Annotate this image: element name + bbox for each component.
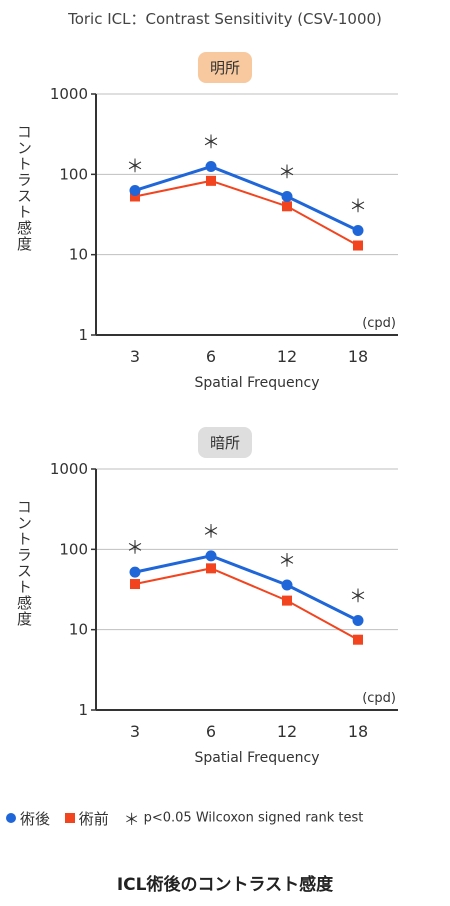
unit-label: (cpd): [362, 691, 396, 706]
y-tick-label: 1: [78, 701, 88, 719]
chart-svg-bright: 1 10 100 1000 3 6 12 18 Spatial Frequency (cpd) ＊ ＊…: [50, 85, 398, 391]
chart-svg-dark: 1 10 100 1000 3 6 12 18 Spatial Frequency (cpd) ＊ ＊…: [50, 460, 398, 766]
x-axis-label: Spatial Frequency: [195, 750, 320, 766]
y-tick-label: 10: [69, 246, 88, 264]
y-tick-label: 100: [59, 540, 88, 558]
significance-marker: ＊: [349, 196, 367, 217]
x-axis-label: Spatial Frequency: [195, 375, 320, 391]
condition-label-dark: 暗所: [197, 427, 253, 458]
legend: 術後 術前 ＊ p<0.05 Wilcoxon signed rank test: [6, 806, 450, 830]
significance-marker: ＊: [278, 551, 296, 572]
unit-label: (cpd): [362, 316, 396, 331]
data-point-pre: [206, 563, 216, 574]
significance-marker: ＊: [278, 162, 296, 183]
significance-marker: ＊: [202, 522, 220, 543]
x-tick-label: 18: [348, 722, 368, 741]
data-point-pre: [130, 579, 140, 590]
y-tick-label: 1000: [50, 85, 88, 103]
y-tick-label: 1000: [50, 460, 88, 478]
data-point-pre: [353, 634, 363, 645]
significance-marker: ＊: [126, 156, 144, 177]
significance-marker: ＊: [349, 587, 367, 608]
data-point-post: [281, 190, 293, 202]
data-point-pre: [206, 175, 216, 186]
x-tick-label: 6: [206, 722, 216, 741]
y-axis-label-dark: コントラスト感度: [15, 499, 33, 627]
data-point-pre: [130, 191, 140, 202]
data-point-pre: [282, 201, 292, 212]
significance-marker: ＊: [202, 133, 220, 154]
series-line-pre: [134, 567, 359, 641]
chart-panel-dark: 1 10 100 1000 3 6 12 18 Spatial Frequency (cpd) ＊ ＊…: [0, 415, 450, 775]
y-tick-label: 100: [59, 165, 88, 183]
series-line-pre: [134, 179, 359, 247]
series-line-post: [134, 554, 359, 622]
asterisk-icon: ＊: [123, 810, 140, 829]
data-point-post: [129, 566, 141, 578]
x-tick-label: 6: [206, 347, 216, 366]
x-tick-label: 12: [277, 347, 297, 366]
data-point-post: [352, 224, 364, 236]
chart-panel-bright: 1 10 100 1000 3 6 12 18 Spatial Frequency (cpd) ＊ ＊…: [0, 40, 450, 400]
y-tick-label: 10: [69, 621, 88, 639]
data-point-post: [205, 550, 217, 562]
condition-label-bright: 明所: [197, 52, 253, 83]
x-tick-label: 3: [130, 722, 140, 741]
legend-label-post: 術後: [20, 809, 51, 828]
legend-item-post: 術後: [6, 808, 50, 829]
data-point-pre: [282, 595, 292, 606]
data-point-post: [281, 579, 293, 591]
data-point-post: [129, 184, 141, 196]
square-marker-icon: [64, 813, 75, 823]
data-point-pre: [353, 240, 363, 251]
y-axis-label-bright: コントラスト感度: [15, 124, 33, 252]
x-tick-label: 12: [277, 722, 297, 741]
x-tick-label: 18: [348, 347, 368, 366]
data-point-post: [352, 615, 364, 627]
y-tick-label: 1: [78, 326, 88, 344]
data-point-post: [205, 161, 217, 173]
legend-significance-note: p<0.05 Wilcoxon signed rank test: [143, 810, 364, 826]
significance-marker: ＊: [126, 538, 144, 559]
legend-item-significance: ＊ p<0.05 Wilcoxon signed rank test: [124, 806, 364, 830]
legend-label-pre: 術前: [78, 809, 109, 828]
circle-marker-icon: [6, 813, 16, 823]
figure-title: Toric ICL：Contrast Sensitivity (CSV-1000…: [68, 10, 382, 28]
legend-item-pre: 術前: [64, 808, 109, 829]
series-line-post: [134, 164, 359, 232]
figure-caption: ICL術後のコントラスト感度: [116, 875, 334, 895]
x-tick-label: 3: [130, 347, 140, 366]
